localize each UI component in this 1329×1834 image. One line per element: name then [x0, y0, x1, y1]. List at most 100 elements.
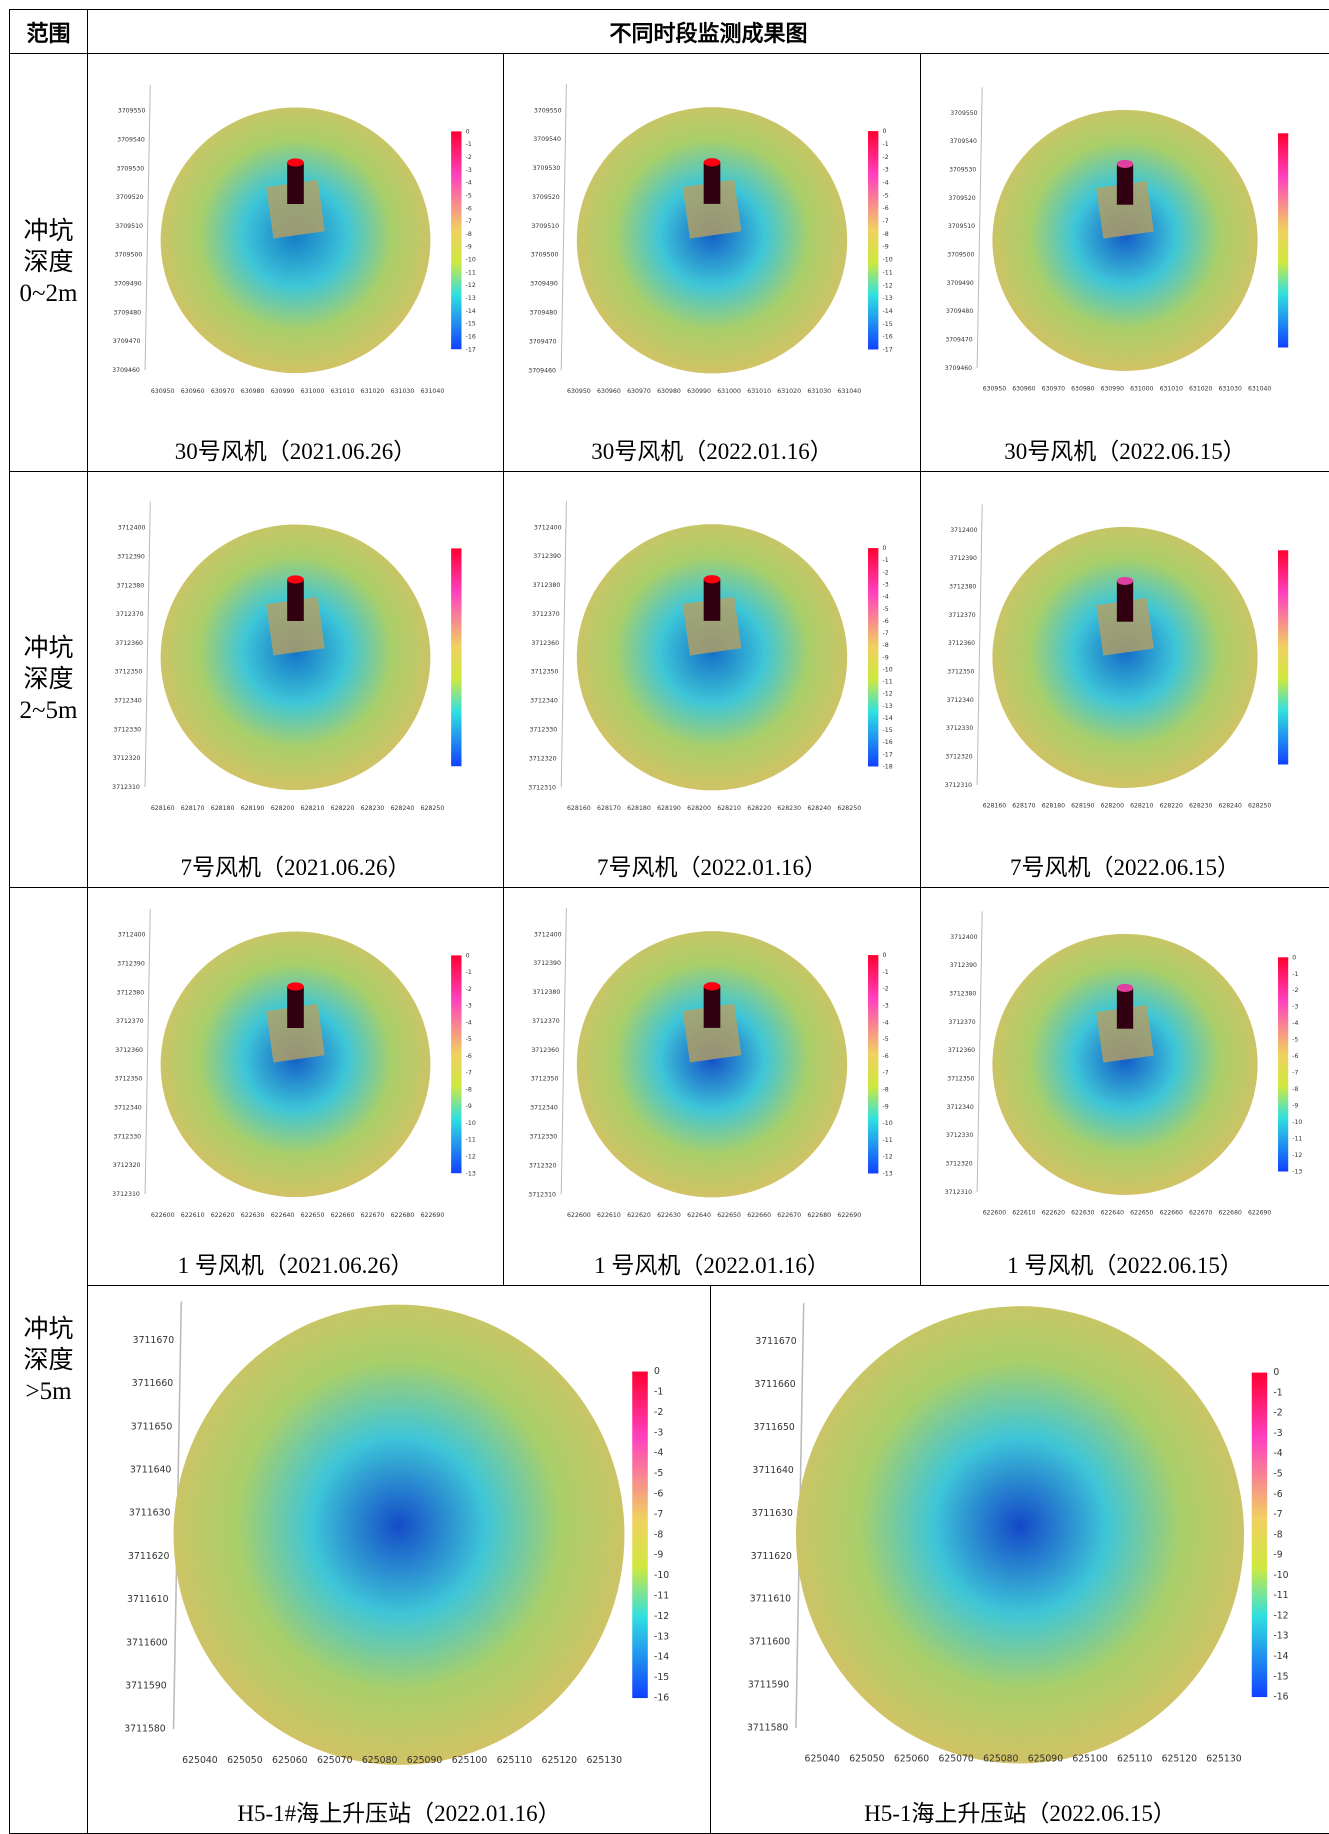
colorbar-tick-label: -10 — [1292, 1119, 1302, 1126]
x-tick-label: 628220 — [747, 805, 771, 812]
colorbar-tick-label: -11 — [654, 1591, 669, 1602]
y-tick-label: 3711660 — [754, 1379, 795, 1390]
y-tick-label: 3709490 — [114, 281, 142, 288]
header-title: 不同时段监测成果图 — [88, 10, 1329, 54]
colorbar-tick-label: -15 — [883, 727, 893, 734]
colorbar-tick-label: -8 — [1292, 1086, 1298, 1093]
x-tick-label: 631020 — [361, 388, 385, 395]
colorbar-tick-label: -14 — [883, 308, 893, 315]
y-tick-label: 3712330 — [946, 1132, 973, 1139]
colorbar — [451, 131, 461, 349]
axis — [561, 908, 566, 1194]
x-tick-label: 622660 — [1160, 1209, 1183, 1216]
colorbar-tick-label: -6 — [883, 1053, 889, 1060]
x-tick-label: 628210 — [301, 805, 325, 812]
y-tick-label: 3711610 — [750, 1594, 791, 1605]
x-tick-label: 631000 — [301, 388, 325, 395]
x-tick-label: 630990 — [271, 388, 295, 395]
colorbar-tick-label: 0 — [1273, 1367, 1279, 1378]
colorbar-tick-label: -6 — [1292, 1053, 1298, 1060]
x-tick-label: 628210 — [1130, 802, 1153, 809]
colorbar-tick-label: -9 — [654, 1550, 663, 1561]
colorbar-tick-label: -8 — [883, 1087, 889, 1094]
colorbar-tick-label: -3 — [883, 582, 889, 589]
y-tick-label: 3711620 — [751, 1551, 792, 1562]
y-tick-label: 3709530 — [533, 165, 561, 172]
x-tick-label: 628170 — [181, 805, 205, 812]
colorbar-tick-label: -12 — [1292, 1152, 1302, 1159]
colorbar-tick-label: -2 — [1273, 1408, 1282, 1419]
y-tick-label: 3712310 — [945, 1189, 972, 1196]
x-tick-label: 628160 — [567, 805, 591, 812]
x-tick-label: 622610 — [181, 1212, 205, 1219]
colorbar-tick-label: -8 — [654, 1529, 663, 1540]
colorbar-tick-label: 0 — [1292, 954, 1296, 961]
x-tick-label: 622650 — [301, 1212, 325, 1219]
colorbar-tick-label: -5 — [466, 192, 472, 199]
colorbar-tick-label: -1 — [1273, 1387, 1282, 1398]
label-line: >5m — [10, 1376, 87, 1407]
pile — [287, 987, 304, 1029]
colorbar-tick-label: -7 — [883, 630, 889, 637]
pile — [1117, 164, 1133, 205]
y-tick-label: 3712340 — [530, 698, 558, 705]
colorbar-tick-label: -12 — [883, 282, 893, 289]
x-tick-label: 628230 — [361, 805, 385, 812]
header-row: 范围不同时段监测成果图 — [10, 10, 1329, 54]
colorbar-tick-label: -1 — [1292, 971, 1298, 978]
caption: 30号风机（2022.01.16） — [504, 437, 920, 471]
caption: 7号风机（2022.06.15） — [921, 853, 1329, 887]
colorbar-tick-label: -7 — [1273, 1509, 1282, 1520]
colorbar-tick-label: -3 — [466, 167, 472, 174]
y-tick-label: 3711670 — [755, 1336, 796, 1347]
x-tick-label: 628170 — [597, 805, 621, 812]
label-line: 深度 — [10, 247, 87, 278]
colorbar-tick-label: -10 — [1273, 1570, 1288, 1581]
x-tick-label: 622670 — [361, 1212, 385, 1219]
x-tick-label: 625060 — [894, 1753, 929, 1764]
pile-top — [704, 575, 721, 583]
colorbar-tick-label: -16 — [466, 333, 476, 340]
bathymetry-map: 3712310371232037123303712340371235037123… — [88, 888, 503, 1251]
caption: 1 号风机（2022.01.16） — [504, 1251, 920, 1285]
x-tick-label: 625090 — [1028, 1753, 1063, 1764]
y-tick-label: 3712350 — [531, 1076, 559, 1083]
y-tick-label: 3709520 — [532, 194, 560, 201]
colorbar-tick-label: -6 — [883, 205, 889, 212]
colorbar-tick-label: -15 — [883, 321, 893, 328]
y-tick-label: 3711640 — [130, 1465, 172, 1476]
colorbar-tick-label: -6 — [466, 205, 472, 212]
y-tick-label: 3711630 — [129, 1508, 171, 1519]
colorbar-tick-label: -8 — [1273, 1529, 1282, 1540]
x-tick-label: 622610 — [597, 1212, 621, 1219]
y-tick-label: 3712320 — [945, 754, 972, 761]
y-tick-label: 3709460 — [945, 365, 972, 372]
colorbar-tick-label: -18 — [883, 764, 893, 771]
y-tick-label: 3709520 — [948, 195, 975, 202]
colorbar-tick-label: -10 — [466, 257, 476, 264]
y-tick-label: 3709460 — [528, 367, 556, 374]
x-tick-label: 630950 — [151, 388, 175, 395]
y-tick-label: 3709540 — [533, 136, 561, 143]
colorbar-tick-label: -4 — [883, 179, 889, 186]
colorbar-tick-label: -11 — [1273, 1590, 1288, 1601]
x-tick-label: 630980 — [1071, 385, 1094, 392]
pile — [1117, 581, 1133, 622]
colorbar-tick-label: -14 — [1273, 1651, 1288, 1662]
colorbar-tick-label: -5 — [883, 192, 889, 199]
colorbar-tick-label: -1 — [883, 141, 889, 148]
x-tick-label: 625070 — [317, 1755, 353, 1766]
y-tick-label: 3709510 — [115, 223, 143, 230]
caption: 7号风机（2021.06.26） — [88, 853, 503, 887]
colorbar-tick-label: -7 — [883, 1070, 889, 1077]
y-tick-label: 3712310 — [528, 1191, 556, 1198]
y-tick-label: 3712360 — [531, 1047, 559, 1054]
x-tick-label: 628190 — [657, 805, 681, 812]
y-tick-label: 3711590 — [748, 1680, 789, 1691]
colorbar-tick-label: -11 — [883, 1137, 893, 1144]
